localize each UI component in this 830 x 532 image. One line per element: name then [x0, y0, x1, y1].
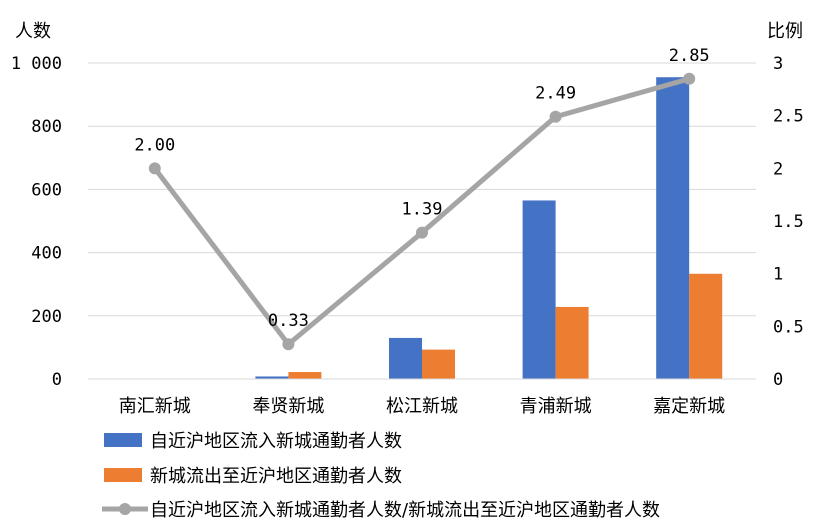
data-label: 1.39 [402, 200, 443, 220]
gridlines [88, 62, 756, 317]
y2-tick-label: 1 [773, 265, 783, 285]
legend-swatch-marker [119, 503, 131, 515]
y2-axis-title: 比例 [767, 21, 803, 42]
line-point [416, 226, 428, 239]
x-tick-label: 嘉定新城 [653, 396, 725, 417]
legend: 自近沪地区流入新城通勤者人数新城流出至近沪地区通勤者人数自近沪地区流入新城通勤者… [102, 431, 660, 521]
y2-tick-label: 2 [773, 159, 783, 179]
y2-tick-label: 0 [773, 370, 783, 390]
legend-swatch [104, 433, 142, 447]
bar [522, 200, 556, 379]
ratio-line: 2.00 0.33 1.39 2.49 2.85 [134, 46, 710, 351]
line-point [549, 110, 562, 123]
x-tick-label: 奉贤新城 [252, 396, 324, 417]
y-tick-label: 400 [31, 244, 62, 264]
data-label: 2.49 [535, 84, 576, 104]
legend-label: 自近沪地区流入新城通勤者人数 [150, 431, 402, 452]
y-tick-label: 600 [31, 180, 62, 200]
y-tick-label: 800 [31, 117, 62, 137]
x-tick-label: 南汇新城 [119, 396, 191, 417]
bar [555, 306, 589, 379]
y-tick-label: 200 [31, 307, 62, 327]
bar [689, 273, 723, 379]
y-tick-label: 1 000 [11, 54, 62, 74]
y2-tick-label: 0.5 [773, 317, 804, 337]
data-label: 0.33 [268, 311, 309, 331]
bar [255, 376, 289, 379]
line-point [683, 72, 696, 85]
legend-label: 新城流出至近沪地区通勤者人数 [150, 466, 402, 487]
data-label: 2.00 [134, 135, 175, 155]
axes: 0 200 400 600 800 1 000 0 0.5 1 1.5 2 2.5 3 南汇新城 奉贤新城 松… [11, 54, 804, 417]
legend-swatch [104, 468, 142, 482]
y2-tick-label: 2.5 [773, 107, 804, 127]
y-tick-label: 0 [52, 370, 62, 390]
x-tick-label: 青浦新城 [520, 396, 592, 417]
bar [656, 77, 690, 379]
bar [422, 349, 455, 379]
y2-tick-label: 3 [773, 54, 783, 74]
bar [389, 337, 422, 379]
legend-label: 自近沪地区流入新城通勤者人数/新城流出至近沪地区通勤者人数 [150, 500, 660, 521]
y2-tick-label: 1.5 [773, 212, 804, 232]
line-point [282, 338, 295, 351]
data-label: 2.85 [669, 46, 710, 66]
line-point [148, 162, 161, 175]
bar [288, 372, 322, 379]
bars [255, 77, 723, 379]
x-tick-label: 松江新城 [386, 396, 458, 417]
y-axis-title: 人数 [15, 21, 51, 42]
